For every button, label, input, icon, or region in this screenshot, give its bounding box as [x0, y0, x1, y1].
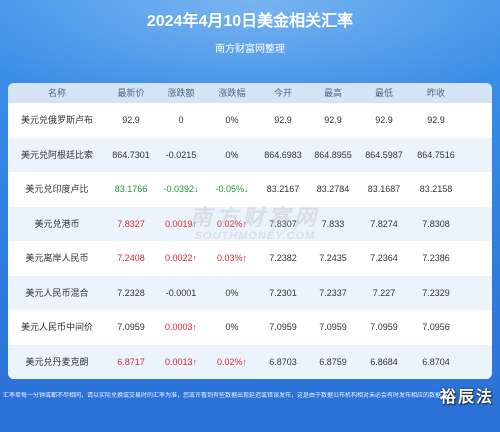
cell-name: 美元人民币混合 — [25, 287, 89, 298]
cell-change: 0 — [178, 115, 184, 125]
page-title: 2024年4月10日美金相关汇率 — [146, 13, 354, 30]
cell-high: 83.2784 — [316, 184, 350, 194]
cell-change: 0.0019↑ — [164, 218, 198, 229]
header-prev-close: 昨收 — [426, 88, 445, 98]
cell-open: 83.2167 — [266, 184, 300, 194]
cell-open: 7.2382 — [269, 253, 297, 263]
cell-low: 7.2364 — [370, 253, 398, 263]
cell-prev-close: 92.9 — [427, 115, 445, 125]
cell-low: 864.5987 — [365, 149, 403, 160]
cell-change: 0.0003↑ — [164, 322, 198, 332]
disclaimer-note: 汇率单每一分钟或都不尽相同，请以实际兑换或交易时的汇率为准，您或许看到有些数据出… — [3, 393, 442, 399]
table-header-row: 名称 最新价 涨跌额 涨跌幅 今开 最高 最低 昨收 — [8, 83, 492, 103]
header-high: 最高 — [323, 88, 342, 98]
cell-change-pct: 0.03%↑ — [216, 253, 248, 263]
cell-high: 7.2435 — [319, 253, 347, 263]
cell-name: 美元兑俄罗斯卢布 — [20, 115, 93, 125]
cell-low: 7.227 — [372, 287, 396, 298]
table-row: 美元兑俄罗斯卢布 92.9 0 0% 92.9 92.9 92.9 92.9 — [8, 103, 492, 138]
source-subtitle: 南方财富网整理 — [215, 44, 285, 55]
cell-prev-close: 7.2329 — [422, 287, 450, 298]
cell-open: 6.8703 — [269, 356, 297, 367]
header-name: 名称 — [47, 88, 66, 98]
table-row: 美元兑港币 7.8327 0.0019↑ 0.02%↑ 7.8307 7.833… — [8, 206, 492, 241]
cell-high: 7.0959 — [319, 322, 347, 332]
table-row: 美元人民币中间价 7.0959 0.0003↑ 0% 7.0959 7.0959… — [8, 310, 492, 345]
cell-prev-close: 6.8704 — [422, 356, 450, 367]
header-change: 涨跌额 — [167, 88, 195, 98]
cell-latest: 7.0959 — [117, 322, 145, 332]
cell-open: 92.9 — [274, 115, 292, 125]
cell-change-pct: 0% — [225, 149, 239, 160]
cell-low: 7.8274 — [370, 218, 398, 229]
exchange-rate-table: 名称 最新价 涨跌额 涨跌幅 今开 最高 最低 昨收 美元兑俄罗斯卢布 92.9… — [8, 83, 492, 379]
cell-high: 92.9 — [324, 115, 342, 125]
cell-open: 7.2301 — [269, 287, 297, 298]
cell-latest: 83.1766 — [114, 184, 148, 194]
cell-change: -0.0215 — [165, 149, 197, 160]
cell-prev-close: 7.8308 — [422, 218, 450, 229]
cell-change: -0.0001 — [165, 287, 197, 298]
cell-open: 864.6983 — [264, 149, 302, 160]
table-row: 美元兑丹麦克朗 6.8717 0.0013↑ 0.02%↑ 6.8703 6.8… — [8, 344, 492, 379]
cell-change-pct: 0% — [225, 322, 239, 332]
table-row: 美元离岸人民币 7.2408 0.0022↑ 0.03%↑ 7.2382 7.2… — [8, 241, 492, 276]
cell-prev-close: 864.7516 — [417, 149, 455, 160]
header-latest: 最新价 — [117, 88, 145, 98]
cell-low: 92.9 — [375, 115, 393, 125]
cell-name: 美元兑港币 — [34, 218, 80, 229]
cell-low: 7.0959 — [370, 322, 398, 332]
cell-change: -0.0392↓ — [163, 184, 199, 194]
cell-latest: 6.8717 — [117, 356, 145, 367]
cell-latest: 7.8327 — [117, 218, 145, 229]
cell-change: 0.0013↑ — [164, 356, 198, 367]
cell-low: 83.1687 — [367, 184, 401, 194]
cell-prev-close: 7.0956 — [422, 322, 450, 332]
cell-prev-close: 7.2386 — [422, 253, 450, 263]
cell-name: 美元离岸人民币 — [25, 253, 89, 263]
header-low: 最低 — [374, 88, 393, 98]
cell-high: 864.8955 — [314, 149, 352, 160]
cell-change-pct: 0% — [225, 287, 239, 298]
cell-change-pct: 0.02%↑ — [216, 356, 248, 367]
cell-change-pct: -0.05%↓ — [215, 184, 249, 194]
cell-change-pct: 0% — [225, 115, 239, 125]
cell-name: 美元人民币中间价 — [20, 322, 93, 332]
cell-high: 7.2337 — [319, 287, 347, 298]
corner-watermark: 裕辰法 — [439, 389, 494, 406]
table-row: 美元人民币混合 7.2328 -0.0001 0% 7.2301 7.2337 … — [8, 275, 492, 310]
cell-change: 0.0022↑ — [164, 253, 198, 263]
cell-name: 美元兑阿根廷比索 — [20, 149, 93, 160]
table-row: 美元兑印度卢比 83.1766 -0.0392↓ -0.05%↓ 83.2167… — [8, 172, 492, 207]
cell-change-pct: 0.02%↑ — [216, 218, 248, 229]
cell-latest: 92.9 — [122, 115, 140, 125]
cell-name: 美元兑丹麦克朗 — [25, 356, 89, 367]
cell-latest: 7.2408 — [117, 253, 145, 263]
cell-latest: 864.7301 — [112, 149, 150, 160]
header-open: 今开 — [273, 88, 292, 98]
cell-open: 7.0959 — [269, 322, 297, 332]
header-change-pct: 涨跌幅 — [218, 88, 246, 98]
cell-name: 美元兑印度卢比 — [25, 184, 89, 194]
table-row: 美元兑阿根廷比索 864.7301 -0.0215 0% 864.6983 86… — [8, 137, 492, 172]
cell-prev-close: 83.2158 — [419, 184, 453, 194]
cell-high: 7.833 — [321, 218, 345, 229]
cell-latest: 7.2328 — [117, 287, 145, 298]
cell-low: 6.8684 — [370, 356, 398, 367]
cell-open: 7.8307 — [269, 218, 297, 229]
cell-high: 6.8759 — [319, 356, 347, 367]
